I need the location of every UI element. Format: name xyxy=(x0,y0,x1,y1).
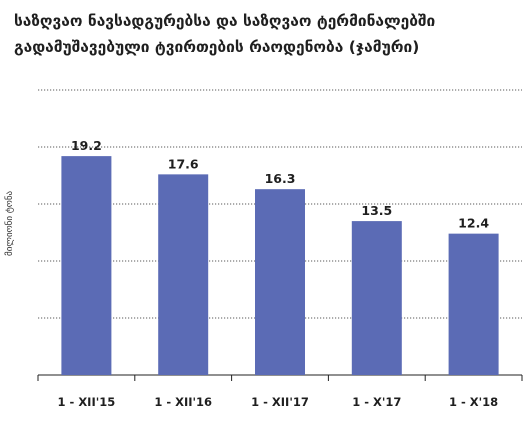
bar xyxy=(448,233,499,375)
data-label: 19.2 xyxy=(71,138,102,153)
x-tick-label: 1 - XII'16 xyxy=(154,395,212,409)
data-label: 16.3 xyxy=(265,171,296,186)
chart-title-line-1: საზღვაო ნავსადგურებსა და საზღვაო ტერმინა… xyxy=(14,12,436,30)
chart-title-line-2: გადამუშავებული ტვირთების რაოდენობა (ჯამუ… xyxy=(14,38,420,56)
data-label: 12.4 xyxy=(458,216,489,231)
x-tick-label: 1 - XII'15 xyxy=(58,395,116,409)
bar xyxy=(351,221,402,375)
data-label: 13.5 xyxy=(361,203,392,218)
x-tick-label: 1 - XII'17 xyxy=(251,395,309,409)
chart-title: საზღვაო ნავსადგურებსა და საზღვაო ტერმინა… xyxy=(14,8,514,60)
x-tick-label: 1 - X'17 xyxy=(352,395,401,409)
data-label: 17.6 xyxy=(168,156,199,171)
x-tick-label: 1 - X'18 xyxy=(449,395,498,409)
bar xyxy=(61,156,112,375)
bar xyxy=(158,174,209,375)
bar xyxy=(255,189,305,375)
